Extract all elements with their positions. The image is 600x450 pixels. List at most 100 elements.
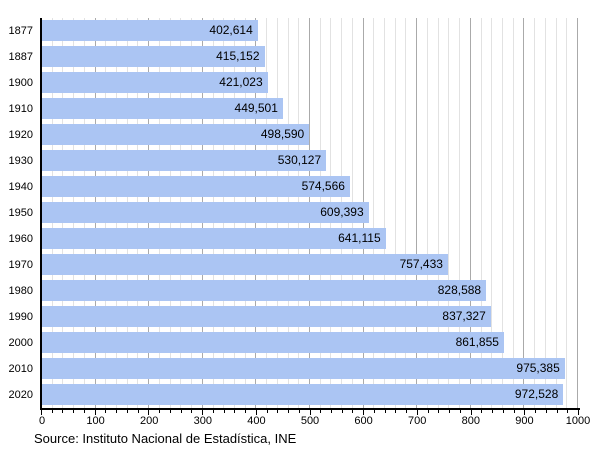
gridline-minor: [405, 18, 407, 408]
x-tick-minor: [373, 410, 375, 413]
x-tick-minor: [169, 410, 171, 413]
value-label: 861,855: [455, 335, 499, 349]
x-tick-minor: [116, 410, 118, 413]
x-tick-minor: [556, 410, 558, 413]
year-label: 1920: [8, 129, 33, 141]
bar: 402,614: [42, 20, 258, 41]
x-tick-minor: [105, 410, 107, 413]
x-axis-ticks: [41, 410, 579, 416]
year-label: 2000: [8, 337, 33, 349]
bar-row: 1887 415,152: [9, 44, 578, 70]
x-tick-major: [202, 410, 204, 415]
year-label: 1980: [8, 285, 33, 297]
x-tick-minor: [62, 410, 64, 413]
x-tick-minor: [502, 410, 504, 413]
x-tick-label: 200: [140, 415, 159, 427]
x-tick-minor: [438, 410, 440, 413]
gridline-minor: [491, 18, 493, 408]
gridline-major: [469, 18, 471, 408]
gridline-minor: [534, 18, 536, 408]
x-tick-label: 300: [193, 415, 212, 427]
bar-row: 1980 828,588: [9, 278, 578, 304]
x-tick-minor: [212, 410, 214, 413]
x-tick-minor: [83, 410, 85, 413]
x-tick-minor: [567, 410, 569, 413]
bar-row: 1940 574,566: [9, 174, 578, 200]
x-tick-major: [524, 410, 526, 415]
gridline-major: [577, 18, 578, 408]
x-tick-label: 800: [461, 415, 480, 427]
x-tick-minor: [406, 410, 408, 413]
gridline-minor: [501, 18, 503, 408]
x-tick-minor: [481, 410, 483, 413]
x-tick-label: 600: [354, 415, 373, 427]
plot-area: 1877 402,614 1887 415,152 1900 421,023 1910 449…: [9, 18, 578, 408]
x-tick-minor: [126, 410, 128, 413]
bar: 415,152: [42, 46, 265, 67]
bar: 421,023: [42, 72, 268, 93]
gridline-minor: [426, 18, 428, 408]
bar: 757,433: [42, 254, 448, 275]
bar-row: 1970 757,433: [9, 252, 578, 278]
bar: 498,590: [42, 124, 310, 145]
value-label: 972,528: [514, 387, 559, 401]
year-label: 2020: [8, 389, 33, 401]
gridline-minor: [373, 18, 375, 408]
x-tick-minor: [245, 410, 247, 413]
x-tick-minor: [492, 410, 494, 413]
x-tick-minor: [395, 410, 397, 413]
value-label: 415,152: [216, 49, 260, 63]
year-label: 1900: [8, 77, 33, 89]
bar-row: 1900 421,023: [9, 70, 578, 96]
x-tick-label: 900: [515, 415, 534, 427]
year-label: 1970: [8, 259, 33, 271]
x-tick-minor: [535, 410, 537, 413]
value-label: 421,023: [219, 75, 263, 89]
x-tick-minor: [180, 410, 182, 413]
bar-row: 1910 449,501: [9, 96, 578, 122]
x-tick-minor: [266, 410, 268, 413]
x-tick-minor: [288, 410, 290, 413]
x-tick-minor: [427, 410, 429, 413]
x-tick-major: [578, 410, 579, 415]
x-tick-minor: [73, 410, 75, 413]
x-tick-minor: [449, 410, 451, 413]
x-tick-label: 1000: [565, 415, 591, 427]
x-tick-minor: [330, 410, 332, 413]
x-tick-minor: [459, 410, 461, 413]
x-tick-label: 0: [38, 415, 46, 427]
bar-row: 1930 530,127: [9, 148, 578, 174]
x-tick-major: [416, 410, 418, 415]
x-tick-minor: [298, 410, 300, 413]
y-axis-line: [40, 18, 42, 410]
x-tick-minor: [341, 410, 343, 413]
x-tick-minor: [234, 410, 236, 413]
year-label: 1877: [8, 25, 33, 37]
x-tick-minor: [352, 410, 354, 413]
bar-row: 1920 498,590: [9, 122, 578, 148]
gridline-major: [416, 18, 418, 408]
gridline-minor: [480, 18, 482, 408]
value-label: 641,115: [338, 231, 381, 245]
x-tick-minor: [159, 410, 161, 413]
x-tick-label: 100: [86, 415, 105, 427]
gridline-minor: [544, 18, 546, 408]
gridline-minor: [437, 18, 439, 408]
bar: 609,393: [42, 202, 369, 223]
bar: 837,327: [42, 306, 491, 327]
value-label: 402,614: [209, 23, 253, 37]
x-tick-minor: [545, 410, 547, 413]
year-label: 1940: [8, 181, 33, 193]
gridline-minor: [394, 18, 396, 408]
x-tick-major: [94, 410, 96, 415]
gridline-minor: [384, 18, 386, 408]
x-tick-minor: [384, 410, 386, 413]
x-tick-minor: [51, 410, 53, 413]
gridline-minor: [459, 18, 461, 408]
year-label: 1950: [8, 207, 33, 219]
x-tick-major: [148, 410, 150, 415]
x-tick-minor: [277, 410, 279, 413]
x-tick-minor: [320, 410, 322, 413]
x-tick-minor: [513, 410, 515, 413]
value-label: 574,566: [301, 179, 345, 193]
